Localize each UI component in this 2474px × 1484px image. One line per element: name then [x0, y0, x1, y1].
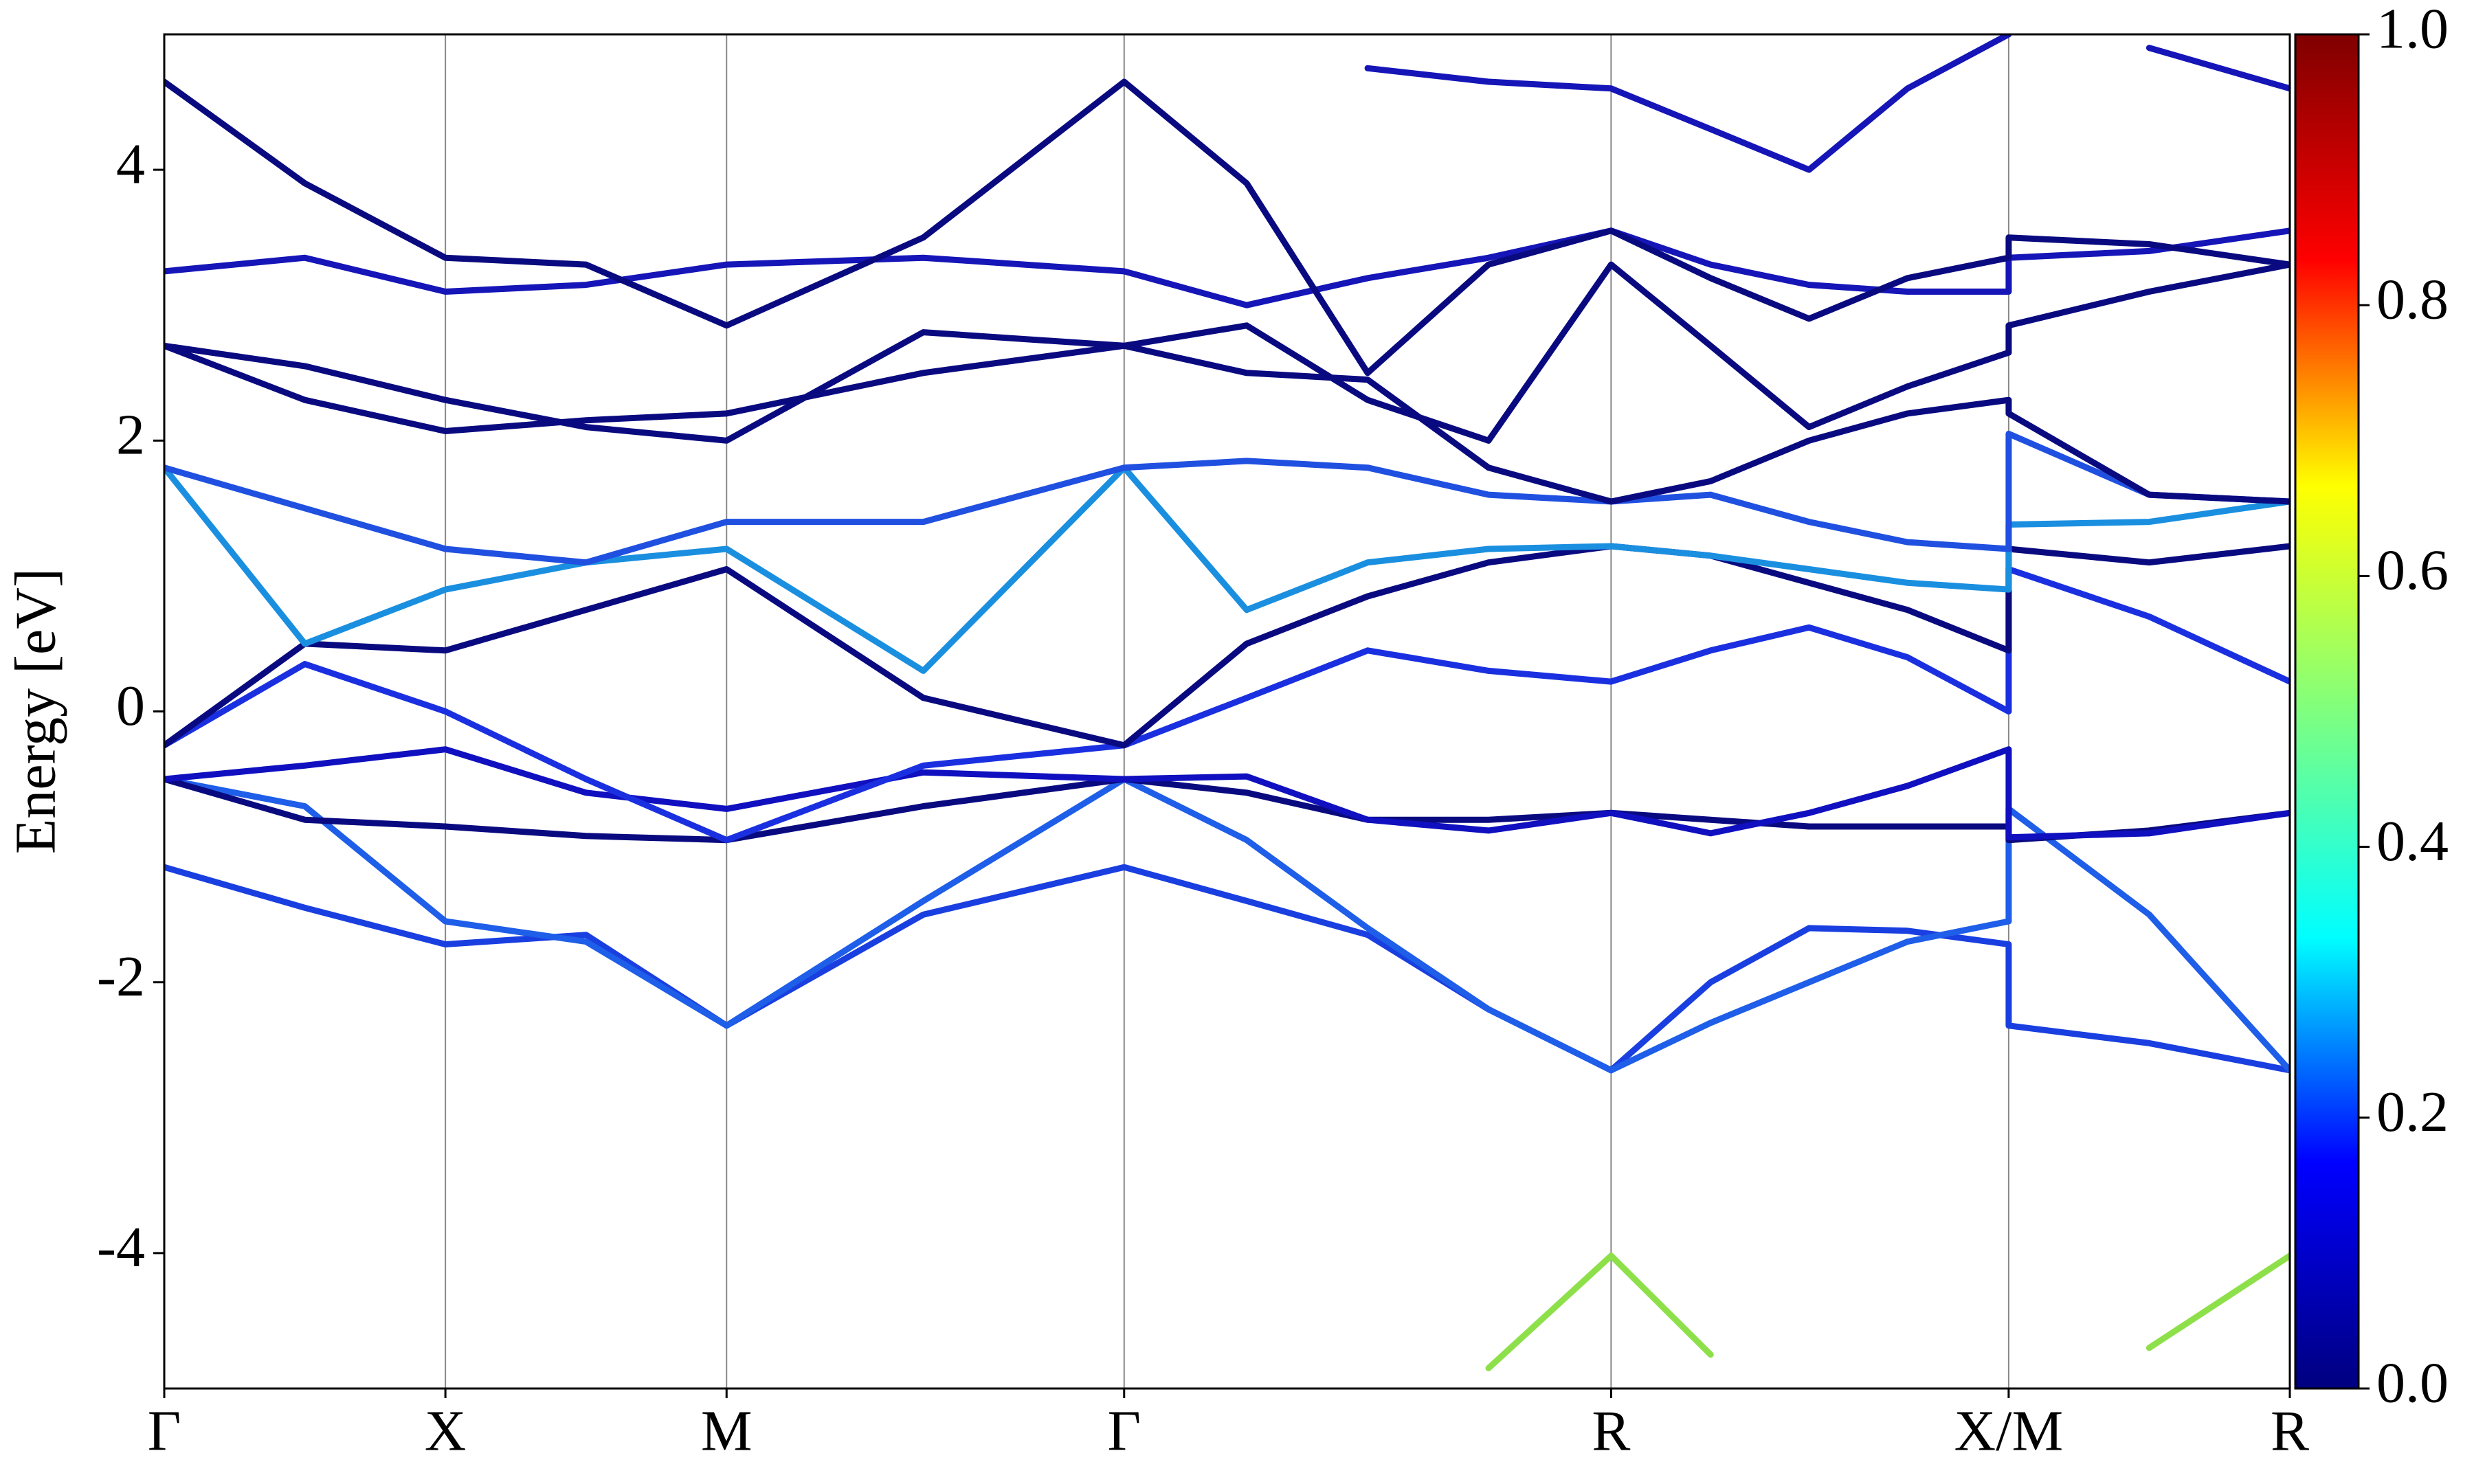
x-tick-label: R: [2271, 1399, 2309, 1463]
y-tick-label: 2: [116, 403, 145, 467]
y-axis-label: Energy [eV]: [3, 568, 67, 854]
colorbar-tick-label: 0.8: [2376, 267, 2449, 331]
y-tick-label: -2: [97, 945, 145, 1009]
x-tick-label: X/M: [1954, 1399, 2064, 1463]
band-line: [164, 78, 2290, 376]
x-tick-label: R: [1592, 1399, 1630, 1463]
x-tick-label: Γ: [148, 1399, 181, 1463]
y-tick-label: 4: [116, 132, 145, 196]
band-line: [164, 430, 2290, 566]
band-line: [164, 864, 2290, 1074]
colorbar-tick-label: 0.2: [2376, 1080, 2449, 1144]
bands: [164, 34, 2290, 1371]
band-line: [1485, 1252, 2290, 1371]
band-line: [164, 227, 2290, 308]
band-line: [164, 746, 2290, 841]
plot-frame: [163, 33, 2291, 1390]
x-tick-label: Γ: [1107, 1399, 1141, 1463]
band-line: [164, 543, 2290, 749]
band-line: [164, 261, 2290, 444]
band-line: [164, 342, 2290, 505]
band-line: [1364, 34, 2290, 173]
colorbar: [2294, 33, 2360, 1390]
band-line: [164, 464, 2290, 674]
x-tick-label: X: [425, 1399, 467, 1463]
colorbar-tick-label: 0.4: [2376, 809, 2449, 873]
band-line: [164, 566, 2290, 844]
colorbar-tick-label: 0.6: [2376, 539, 2449, 603]
colorbar-tick-label: 0.0: [2376, 1351, 2449, 1415]
colorbar-tick-label: 1.0: [2376, 0, 2449, 60]
y-tick-label: -4: [97, 1215, 145, 1279]
y-tick-label: 0: [116, 674, 145, 738]
x-tick-label: M: [701, 1399, 753, 1463]
band-line: [164, 776, 2290, 1074]
